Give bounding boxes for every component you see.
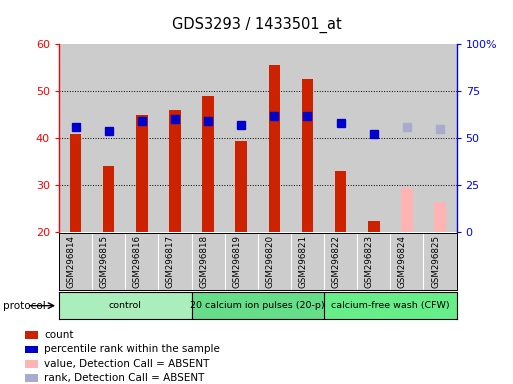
- Bar: [324, 44, 357, 232]
- Bar: [258, 44, 291, 232]
- Text: control: control: [109, 301, 142, 310]
- Bar: [434, 202, 446, 232]
- Text: GSM296818: GSM296818: [199, 235, 208, 288]
- Text: GSM296816: GSM296816: [133, 235, 142, 288]
- Bar: [235, 141, 247, 232]
- Bar: [59, 292, 191, 319]
- Text: GSM296823: GSM296823: [365, 235, 374, 288]
- Bar: [225, 44, 258, 232]
- Text: GSM296820: GSM296820: [265, 235, 274, 288]
- Text: GSM296815: GSM296815: [100, 235, 109, 288]
- Bar: [92, 44, 125, 232]
- Text: GSM296822: GSM296822: [331, 235, 341, 288]
- Text: protocol: protocol: [3, 301, 45, 311]
- Bar: [25, 346, 37, 353]
- Bar: [136, 115, 148, 232]
- Bar: [401, 188, 412, 232]
- Bar: [357, 44, 390, 232]
- Text: 20 calcium ion pulses (20-p): 20 calcium ion pulses (20-p): [190, 301, 325, 310]
- Text: value, Detection Call = ABSENT: value, Detection Call = ABSENT: [44, 359, 209, 369]
- Text: GSM296817: GSM296817: [166, 235, 175, 288]
- Bar: [103, 167, 114, 232]
- Bar: [335, 171, 346, 232]
- Text: calcium-free wash (CFW): calcium-free wash (CFW): [331, 301, 449, 310]
- Bar: [59, 44, 92, 232]
- Bar: [390, 44, 423, 232]
- Bar: [324, 292, 457, 319]
- Bar: [291, 44, 324, 232]
- Text: GDS3293 / 1433501_at: GDS3293 / 1433501_at: [172, 17, 341, 33]
- Text: GSM296819: GSM296819: [232, 235, 241, 288]
- Text: percentile rank within the sample: percentile rank within the sample: [44, 344, 220, 354]
- Bar: [368, 220, 380, 232]
- Bar: [423, 44, 457, 232]
- Text: rank, Detection Call = ABSENT: rank, Detection Call = ABSENT: [44, 373, 204, 383]
- Text: GSM296814: GSM296814: [67, 235, 75, 288]
- Bar: [169, 110, 181, 232]
- Bar: [191, 292, 324, 319]
- Bar: [125, 44, 159, 232]
- Text: GSM296821: GSM296821: [299, 235, 307, 288]
- Bar: [25, 360, 37, 367]
- Bar: [70, 134, 82, 232]
- Bar: [25, 331, 37, 339]
- Text: GSM296825: GSM296825: [431, 235, 440, 288]
- Bar: [302, 79, 313, 232]
- Bar: [268, 65, 280, 232]
- Text: count: count: [44, 330, 73, 340]
- Bar: [159, 44, 191, 232]
- Bar: [191, 44, 225, 232]
- Bar: [202, 96, 214, 232]
- Bar: [25, 374, 37, 382]
- Text: GSM296824: GSM296824: [398, 235, 407, 288]
